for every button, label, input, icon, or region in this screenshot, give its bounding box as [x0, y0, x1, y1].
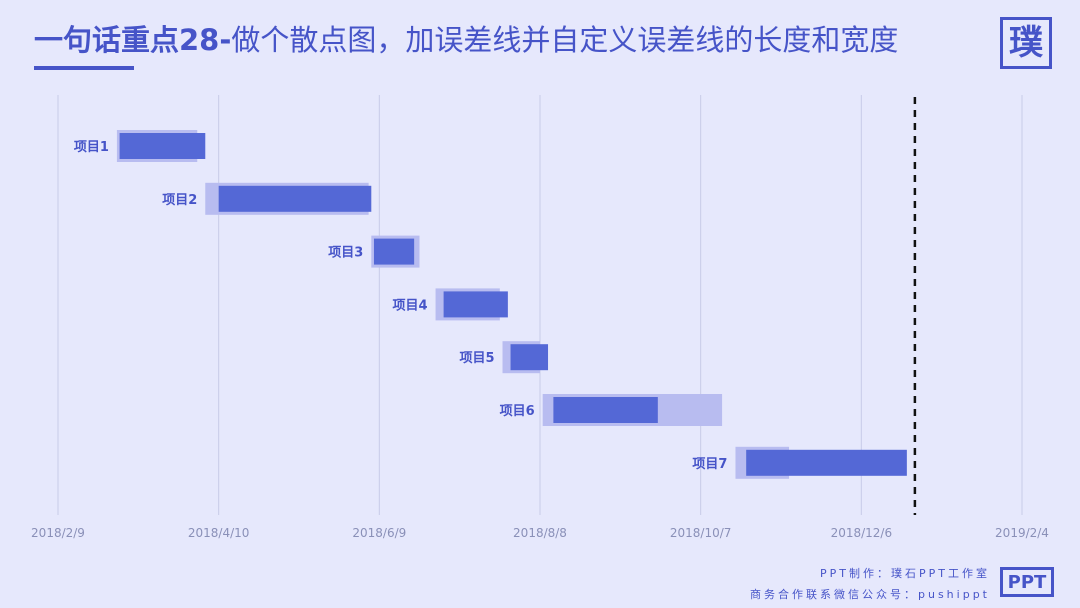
task-bar	[119, 133, 206, 159]
x-tick-label: 2018/4/10	[188, 526, 250, 540]
task-label: 项目6	[500, 404, 535, 419]
task-bar	[218, 185, 372, 212]
title-underline	[34, 66, 134, 70]
task-label: 项目4	[393, 298, 428, 313]
x-tick-labels: 2018/2/9 2018/4/10 2018/6/9 2018/8/8 2018/10…	[31, 526, 1049, 540]
x-tick-label: 2018/8/8	[513, 526, 567, 540]
x-tick-label: 2019/2/4	[995, 526, 1049, 540]
task-bar	[553, 397, 658, 423]
x-tick-label: 2018/10/7	[670, 526, 732, 540]
title-rest: 做个散点图，加误差线并自定义误差线的长度和宽度	[231, 23, 899, 57]
task-label: 项目5	[459, 351, 494, 366]
task-bar	[510, 344, 549, 371]
x-tick-label: 2018/12/6	[831, 526, 893, 540]
title-strong: 一句话重点28-	[34, 23, 232, 57]
task-labels: 项目1 项目2 项目3 项目4 项目5 项目6 项目7	[74, 140, 728, 472]
x-tick-label: 2018/6/9	[352, 526, 406, 540]
task-label: 项目2	[162, 193, 197, 208]
footer-contact: 商务合作联系微信公众号：pushippt	[750, 588, 990, 601]
footer-credit: PPT制作：璞石PPT工作室	[820, 567, 990, 580]
task-bar	[746, 449, 907, 476]
x-tick-label: 2018/2/9	[31, 526, 85, 540]
task-label: 项目7	[692, 457, 727, 472]
task-bar	[373, 238, 415, 265]
task-bar	[443, 291, 508, 318]
task-label: 项目3	[328, 246, 363, 261]
task-label: 项目1	[74, 140, 109, 155]
task-bars	[116, 130, 907, 479]
pu-logo: 璞	[1000, 17, 1052, 69]
grid-lines	[57, 95, 1023, 515]
ppt-badge: PPT	[1000, 567, 1054, 597]
page-title: 一句话重点28-做个散点图，加误差线并自定义误差线的长度和宽度	[34, 18, 898, 62]
